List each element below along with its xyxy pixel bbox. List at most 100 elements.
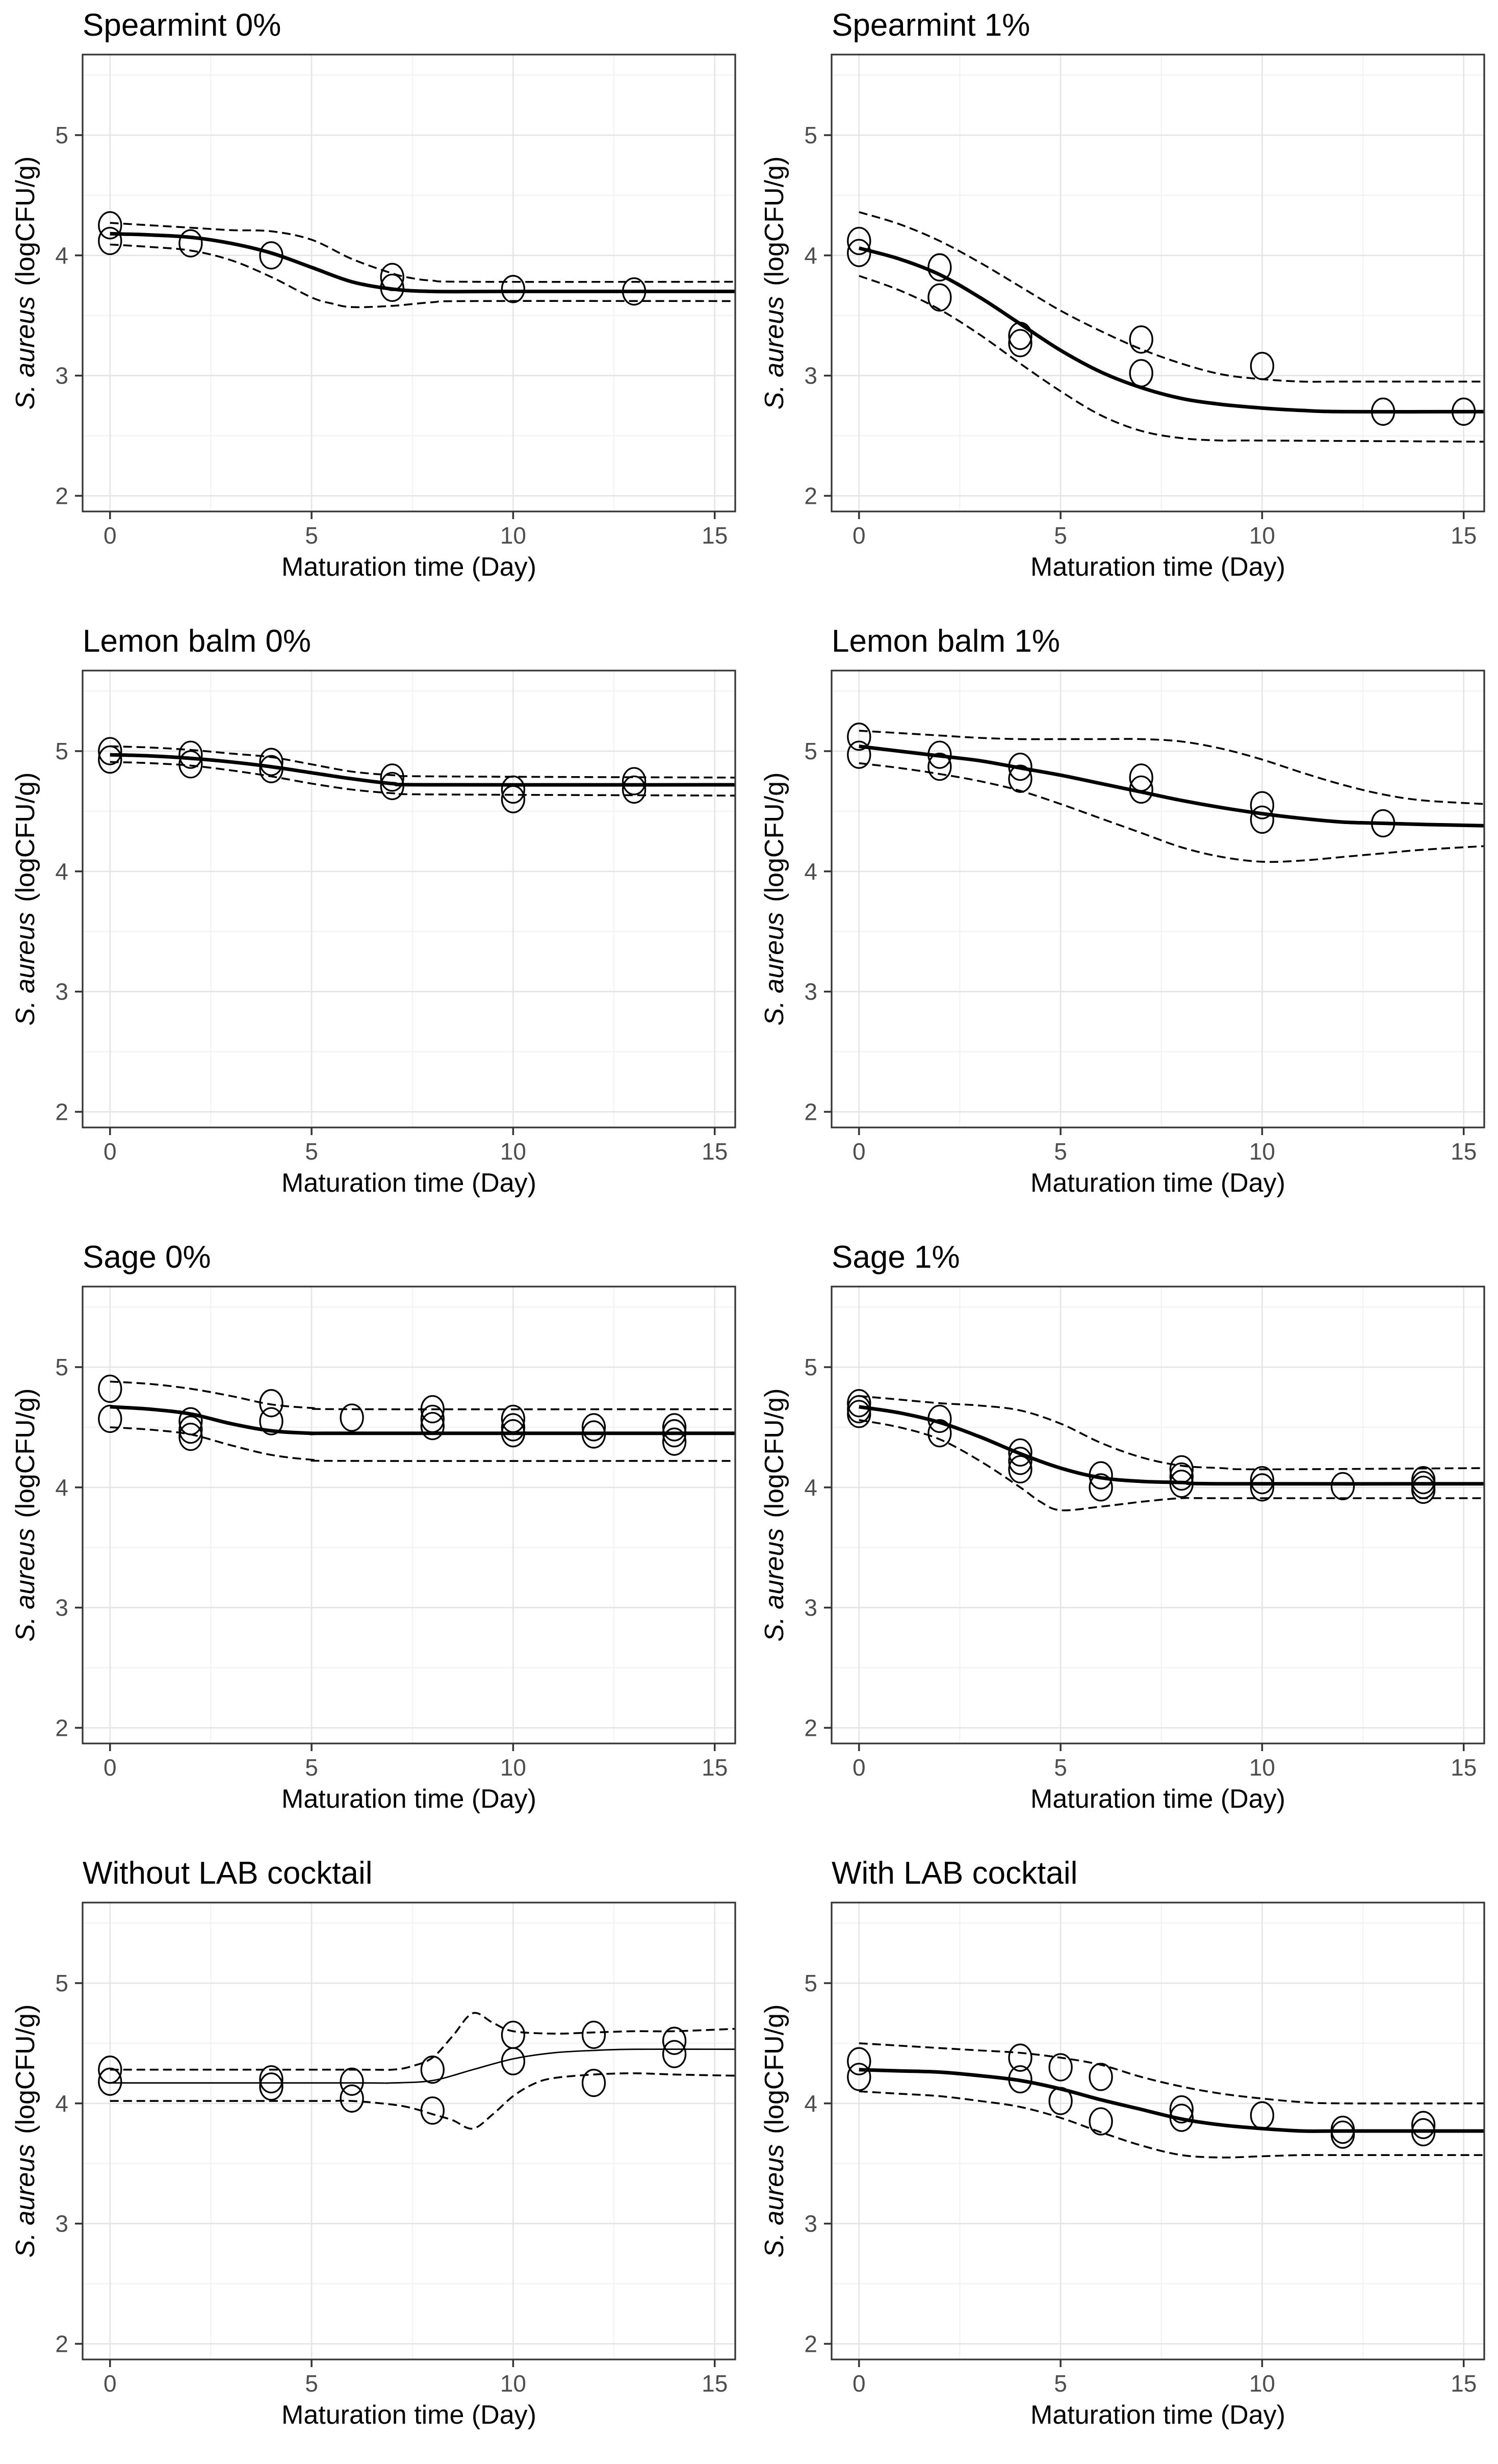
x-tick-label: 10	[500, 522, 526, 549]
gridlines	[83, 1903, 735, 2359]
y-tick-label: 4	[55, 2090, 68, 2117]
plot-background	[83, 671, 735, 1127]
y-tick-label: 2	[804, 2330, 817, 2357]
data-point	[420, 2056, 445, 2084]
sage-0pct-chart: 0 5 10 15 2 3 4 5	[55, 1286, 736, 1781]
data-point	[340, 2084, 364, 2113]
data-point	[1411, 2111, 1436, 2139]
gridlines	[83, 671, 735, 1127]
y-axis-title: S. aureus (logCFU/g)	[759, 773, 790, 1026]
confidence-band-upper	[110, 2012, 735, 2071]
data-point	[259, 2072, 283, 2101]
y-tick-label: 4	[55, 1474, 68, 1501]
panel-title: Spearmint 1%	[832, 8, 1030, 43]
data-point	[1129, 359, 1153, 388]
x-axis-title: Maturation time (Day)	[1030, 552, 1285, 582]
confidence-band-upper	[859, 1395, 1484, 1471]
data-point	[98, 226, 122, 255]
data-point	[1129, 325, 1153, 354]
x-tick-label: 0	[853, 1138, 866, 1165]
data-point	[501, 1404, 526, 1433]
y-axis-unit: (logCFU/g)	[760, 2004, 789, 2134]
data-point	[1169, 1470, 1194, 1498]
axes: 0 5 10 15 2 3 4 5	[804, 1970, 1477, 2397]
y-tick-label: 2	[55, 482, 68, 509]
plot-background	[83, 1287, 735, 1743]
y-tick-label: 4	[804, 2090, 817, 2117]
y-axis-title: S. aureus (logCFU/g)	[759, 1389, 790, 1642]
y-tick-label: 2	[804, 1714, 817, 1741]
panel-title: Sage 1%	[832, 1240, 960, 1275]
data-point	[927, 740, 952, 769]
panel-border	[82, 1902, 736, 2360]
x-axis-title: Maturation time (Day)	[281, 1168, 536, 1198]
data-point	[340, 1403, 364, 1432]
data-point	[1169, 2103, 1194, 2132]
y-tick-label: 3	[55, 1595, 68, 1621]
data-point	[420, 1411, 445, 1441]
x-tick-label: 10	[500, 1138, 526, 1165]
panel-spearmint-1pct: 0 5 10 15 2 3 4 5 Spearmint 1% S. aureus (logCFU…	[749, 0, 1498, 616]
data-point	[420, 1395, 445, 1424]
y-axis-unit: (logCFU/g)	[11, 2004, 40, 2134]
x-tick-label: 0	[104, 2370, 117, 2397]
data-point	[847, 2063, 871, 2091]
x-tick-label: 10	[500, 2370, 526, 2397]
y-axis-unit: (logCFU/g)	[760, 772, 789, 902]
x-tick-label: 5	[1054, 2370, 1067, 2397]
x-axis-title: Maturation time (Day)	[281, 1784, 536, 1814]
y-axis-title: S. aureus (logCFU/g)	[10, 2005, 41, 2258]
data-point	[1371, 809, 1396, 838]
panel-border	[82, 1286, 736, 1744]
x-tick-label: 0	[104, 1138, 117, 1165]
axes: 0 5 10 15 2 3 4 5	[804, 122, 1477, 549]
data-point	[98, 1374, 122, 1403]
data-point	[662, 2026, 687, 2055]
fit-line	[110, 1405, 735, 1435]
fit-line	[110, 232, 735, 294]
axes: 0 5 10 15 2 3 4 5	[55, 1354, 728, 1781]
data-point	[1008, 329, 1032, 357]
with-lab-cocktail-chart: 0 5 10 15 2 3 4 5	[804, 1902, 1485, 2397]
data-point	[501, 2047, 526, 2075]
data-point	[178, 740, 203, 769]
y-axis-title: S. aureus (logCFU/g)	[759, 2005, 790, 2258]
data-point	[1008, 764, 1032, 793]
data-point	[1169, 1455, 1194, 1484]
data-point	[927, 752, 952, 781]
data-point	[420, 1404, 445, 1433]
confidence-band-upper	[110, 222, 735, 283]
data-point	[1330, 1472, 1355, 1501]
data-point	[1371, 397, 1396, 426]
data-point	[1169, 2095, 1194, 2124]
data-point	[98, 2067, 122, 2096]
x-tick-label: 5	[1054, 1138, 1067, 1165]
y-tick-label: 5	[804, 738, 817, 764]
x-tick-label: 15	[1451, 1138, 1477, 1165]
gridlines	[832, 55, 1484, 511]
y-tick-label: 5	[55, 738, 68, 764]
data-point	[1008, 1455, 1032, 1484]
y-tick-label: 2	[804, 1098, 817, 1125]
panel-sage-1pct: 0 5 10 15 2 3 4 5 Sage 1% S. aureus (logCFU/g) M…	[749, 1232, 1498, 1848]
x-tick-label: 15	[702, 522, 728, 549]
y-tick-label: 5	[55, 1354, 68, 1380]
data-point	[1411, 2118, 1436, 2147]
x-tick-label: 15	[1451, 1754, 1477, 1781]
data-point	[622, 277, 647, 306]
y-tick-label: 3	[804, 2211, 817, 2237]
confidence-band-lower	[859, 2090, 1484, 2159]
data-point	[1008, 752, 1032, 781]
x-tick-label: 5	[1054, 1754, 1067, 1781]
data-point	[1250, 805, 1275, 834]
data-point	[927, 1419, 952, 1448]
data-point	[501, 785, 526, 813]
panel-spearmint-0pct: 0 5 10 15 2 3 4 5 Spearmint 0% S. aureus (logCFU…	[0, 0, 749, 616]
y-tick-label: 2	[55, 2330, 68, 2357]
data-point	[1008, 1438, 1032, 1467]
data-point	[380, 772, 404, 801]
y-tick-label: 5	[804, 122, 817, 148]
gridlines	[832, 1287, 1484, 1743]
y-tick-label: 2	[55, 1714, 68, 1741]
